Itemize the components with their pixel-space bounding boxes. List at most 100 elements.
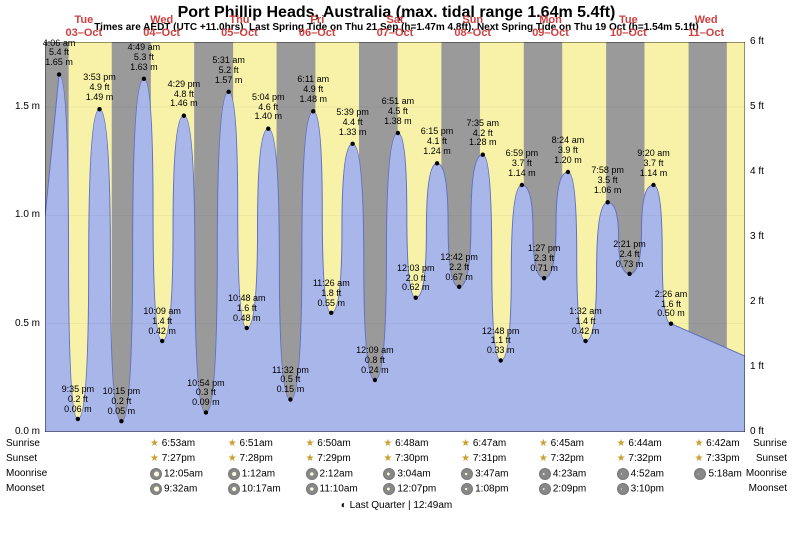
sunset-cell: ★ 7:31pm	[461, 453, 506, 464]
sunrise-cell: ★ 6:53am	[150, 438, 195, 449]
sunset-cell: ★ 7:32pm	[617, 453, 662, 464]
moon-icon	[150, 468, 162, 480]
moon-icon	[617, 468, 629, 480]
day-header: Thu05–Oct	[199, 14, 279, 40]
sunset-label: Sunset	[6, 453, 37, 464]
sunrise-label: Sunrise	[6, 438, 40, 449]
y-tick-ft: 6 ft	[750, 36, 780, 47]
day-header: Wed04–Oct	[122, 14, 202, 40]
sunset-cell: ★ 7:30pm	[383, 453, 428, 464]
moonset-cell: 9:32am	[150, 483, 197, 495]
sunset-cell: ★ 7:27pm	[150, 453, 195, 464]
tide-annotation: 5:04 pm4.6 ft1.40 m	[243, 93, 293, 123]
star-icon: ★	[694, 438, 703, 449]
y-tick-m: 0.5 m	[5, 318, 40, 329]
tide-annotation: 12:48 pm1.1 ft0.33 m	[476, 327, 526, 357]
y-tick-m: 0.0 m	[5, 426, 40, 437]
tide-annotation: 4:29 pm4.8 ft1.46 m	[159, 80, 209, 110]
star-icon: ★	[617, 453, 626, 464]
star-icon: ★	[461, 453, 470, 464]
moon-icon	[306, 468, 318, 480]
tide-annotation: 4:49 am5.3 ft1.63 m	[119, 43, 169, 73]
star-icon: ★	[539, 438, 548, 449]
star-icon: ★	[461, 438, 470, 449]
last-quarter-label: ◐ Last Quarter | 12:49am	[0, 500, 793, 514]
sunset-cell: ★ 7:32pm	[539, 453, 584, 464]
moonrise-cell: 3:47am	[461, 468, 508, 480]
tide-annotation: 2:26 am1.6 ft0.50 m	[646, 290, 696, 320]
day-header: Tue10–Oct	[588, 14, 668, 40]
tide-annotation: 10:15 pm0.2 ft0.05 m	[96, 387, 146, 417]
moon-icon	[617, 483, 629, 495]
moon-icon	[539, 468, 551, 480]
y-tick-ft: 0 ft	[750, 426, 780, 437]
moon-icon	[383, 483, 395, 495]
tide-annotation: 9:20 am3.7 ft1.14 m	[628, 149, 678, 179]
sunrise-cell: ★ 6:48am	[383, 438, 428, 449]
star-icon: ★	[694, 453, 703, 464]
moonset-label: Moonset	[749, 483, 787, 494]
day-header: Sun08–Oct	[433, 14, 513, 40]
y-tick-m: 1.0 m	[5, 209, 40, 220]
sunrise-cell: ★ 6:47am	[461, 438, 506, 449]
star-icon: ★	[306, 453, 315, 464]
tide-annotation: 1:32 am1.4 ft0.42 m	[561, 307, 611, 337]
moonrise-row: MoonriseMoonrise12:05am1:12am2:12am3:04a…	[0, 468, 793, 482]
tide-annotation: 12:09 am0.8 ft0.24 m	[350, 346, 400, 376]
tide-annotation: 6:15 pm4.1 ft1.24 m	[412, 127, 462, 157]
tide-annotation: 1:27 pm2.3 ft0.71 m	[519, 244, 569, 274]
moonset-row: Moonset Moonset 9:32am 10:17am 11:10am 12:07p…	[0, 483, 793, 497]
day-header: Sat07–Oct	[355, 14, 435, 40]
day-header: Mon09–Oct	[511, 14, 591, 40]
moon-icon	[228, 468, 240, 480]
moon-icon	[461, 483, 473, 495]
tide-annotation: 5:39 pm4.4 ft1.33 m	[328, 108, 378, 138]
tide-annotation: 2:21 pm2.4 ft0.73 m	[605, 240, 655, 270]
sunrise-cell: ★ 6:42am	[694, 438, 739, 449]
tide-annotation: 8:24 am3.9 ft1.20 m	[543, 136, 593, 166]
moonset-cell: 1:08pm	[461, 483, 508, 495]
star-icon: ★	[150, 438, 159, 449]
moonset-cell: 12:07pm	[383, 483, 436, 495]
moonset-cell: 2:09pm	[539, 483, 586, 495]
moon-icon	[461, 468, 473, 480]
sunrise-cell: ★ 6:45am	[539, 438, 584, 449]
moonrise-label: Moonrise	[6, 468, 47, 479]
y-tick-ft: 2 ft	[750, 296, 780, 307]
moonrise-cell: 2:12am	[306, 468, 353, 480]
tide-chart: Port Phillip Heads, Australia (max. tida…	[0, 0, 793, 539]
tide-annotation: 6:59 pm3.7 ft1.14 m	[497, 149, 547, 179]
star-icon: ★	[228, 453, 237, 464]
sunset-cell: ★ 7:33pm	[694, 453, 739, 464]
moon-icon	[306, 483, 318, 495]
moonset-cell: 3:10pm	[617, 483, 664, 495]
sunrise-row: SunriseSunrise★ 6:53am★ 6:51am★ 6:50am★ …	[0, 438, 793, 452]
star-icon: ★	[150, 453, 159, 464]
sunset-label: Sunset	[756, 453, 787, 464]
sunrise-label: Sunrise	[753, 438, 787, 449]
tide-annotation: 10:48 am1.6 ft0.48 m	[222, 294, 272, 324]
y-tick-ft: 4 ft	[750, 166, 780, 177]
tide-annotation: 10:09 am1.4 ft0.42 m	[137, 307, 187, 337]
tide-annotation: 9:35 pm0.2 ft0.06 m	[53, 385, 103, 415]
moonset-label: Moonset	[6, 483, 44, 494]
star-icon: ★	[383, 438, 392, 449]
moonset-cell: 10:17am	[228, 483, 281, 495]
moon-icon	[150, 483, 162, 495]
tide-annotation: 5:31 am5.2 ft1.57 m	[204, 56, 254, 86]
y-tick-ft: 3 ft	[750, 231, 780, 242]
sunrise-cell: ★ 6:44am	[617, 438, 662, 449]
tide-annotation: 6:51 am4.5 ft1.38 m	[373, 97, 423, 127]
y-tick-ft: 5 ft	[750, 101, 780, 112]
star-icon: ★	[539, 453, 548, 464]
tide-annotation: 11:26 am1.8 ft0.55 m	[306, 279, 356, 309]
tide-annotation: 10:54 pm0.3 ft0.09 m	[181, 379, 231, 409]
day-header: Wed11–Oct	[666, 14, 746, 40]
sunset-cell: ★ 7:29pm	[306, 453, 351, 464]
star-icon: ★	[228, 438, 237, 449]
day-header: Fri06–Oct	[277, 14, 357, 40]
moonset-cell: 11:10am	[306, 483, 358, 495]
sunrise-cell: ★ 6:51am	[228, 438, 273, 449]
tide-annotation: 12:42 pm2.2 ft0.67 m	[434, 253, 484, 283]
moonrise-cell: 5:18am	[694, 468, 741, 480]
